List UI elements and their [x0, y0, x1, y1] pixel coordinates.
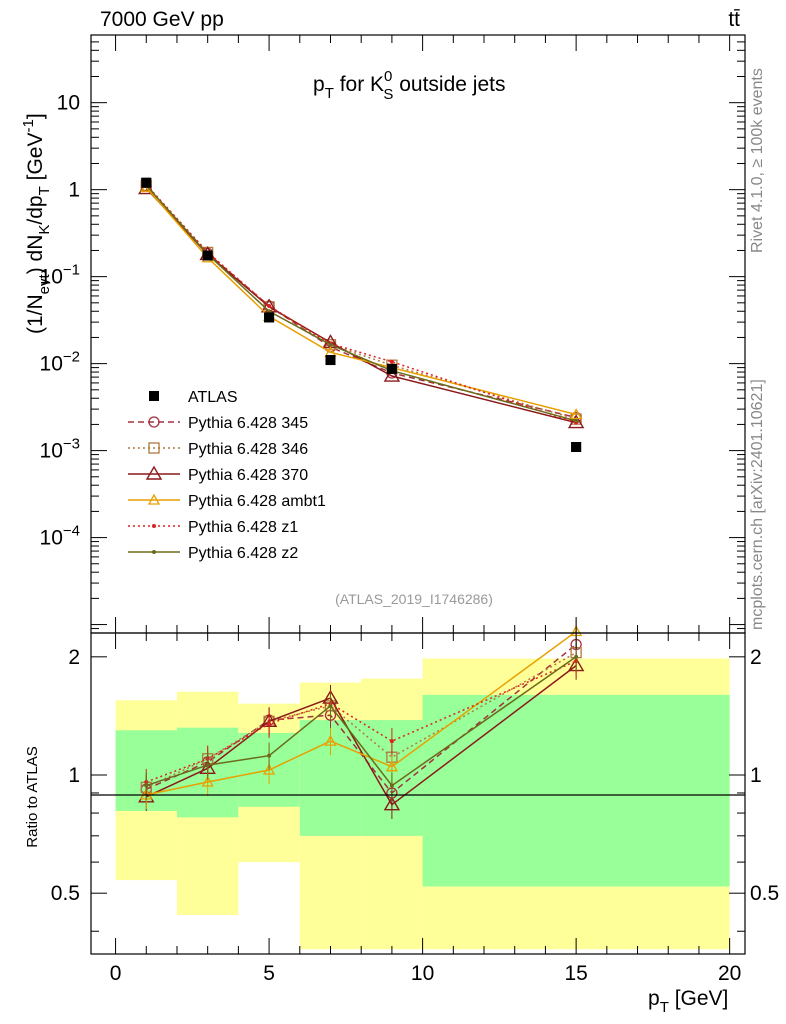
series-line	[145, 187, 577, 424]
y-tick-label: 1	[68, 179, 80, 202]
ratio-data-point	[267, 753, 272, 758]
ratio-data-point	[385, 760, 399, 772]
main-plot-frame	[90, 34, 746, 634]
legend-marker	[148, 442, 160, 454]
y-tick-label: 10−1	[40, 262, 80, 289]
ratio-series-line	[145, 665, 577, 806]
legend-label: Pythia 6.428 z1	[188, 519, 298, 536]
x-tick-label: 20	[718, 962, 741, 985]
data-point	[574, 418, 579, 423]
legend-label: Pythia 6.428 ambt1	[188, 493, 326, 510]
ratio-uncertainty-bands	[115, 658, 730, 950]
ratio-y-tick-label: 0.5	[51, 882, 80, 905]
x-tick-label: 15	[564, 962, 587, 985]
ratio-y-axis-label: Ratio to ATLAS	[24, 746, 41, 847]
series-line	[145, 187, 577, 416]
plot-title: pT for K0 S outside jets	[313, 68, 505, 103]
data-point-atlas	[264, 312, 275, 323]
x-tick-label: 5	[263, 962, 275, 985]
legend-label: Pythia 6.428 346	[188, 441, 308, 458]
legend-marker	[145, 465, 163, 480]
main-plot-series	[138, 177, 585, 453]
data-point-atlas	[571, 442, 582, 453]
ratio-series-line	[146, 656, 577, 787]
ratio-data-point	[383, 796, 401, 811]
legend-label: Pythia 6.428 345	[188, 415, 308, 432]
y-tick-label: 10−3	[40, 436, 80, 463]
legend-label: Pythia 6.428 370	[188, 467, 308, 484]
mcplots-source-label: mcplots.cern.ch [arXiv:2401.10621]	[749, 379, 766, 630]
x-tick-label: 0	[110, 962, 122, 985]
ratio-y-tick-label: 2	[68, 646, 80, 669]
legend-marker	[147, 493, 161, 505]
ratio-series-line	[145, 651, 577, 789]
ratio-y-tick-label: 1	[750, 764, 762, 787]
ratio-y-tick-label: 1	[68, 764, 80, 787]
data-point	[389, 359, 394, 364]
ratio-y-tick-label: 2	[750, 646, 762, 669]
y-tick-label: 10	[57, 92, 80, 115]
ratio-series-line	[146, 660, 577, 783]
data-point-atlas	[386, 363, 397, 374]
ratio-y-tick-label: 0.5	[750, 882, 779, 905]
ratio-plot-frame	[90, 632, 746, 955]
data-point-atlas	[202, 250, 213, 261]
data-point	[267, 309, 272, 314]
data-point	[267, 303, 272, 308]
legend-marker	[148, 416, 160, 428]
process-label: tt̄	[728, 8, 740, 31]
data-point	[570, 408, 583, 420]
inner-band-bin	[422, 694, 730, 887]
ratio-plot-series	[138, 618, 585, 819]
data-point	[328, 342, 333, 347]
rivet-version-label: Rivet 4.1.0, ≥ 100k events	[749, 68, 766, 253]
ratio-data-point	[267, 721, 272, 726]
ratio-data-point	[574, 654, 579, 659]
series-line	[145, 185, 577, 419]
legend-marker	[152, 524, 156, 528]
ratio-data-point	[324, 734, 337, 746]
ratio-data-point	[144, 783, 149, 788]
series-line	[145, 184, 577, 422]
legend: ATLAS Pythia 6.428 345 Pythia 6.428 346 Pyt…	[128, 389, 326, 562]
data-point-atlas	[141, 177, 152, 188]
ratio-data-point	[389, 739, 394, 744]
ratio-data-point	[328, 703, 333, 708]
legend-marker	[152, 550, 156, 554]
y-tick-label: 10−2	[40, 349, 80, 376]
legend-label: ATLAS	[188, 389, 238, 406]
ratio-plot-ticks: 0 5 10 15 20 0.5 0.5 1 1 2 2	[51, 633, 779, 985]
y-tick-label: 10−4	[40, 523, 80, 550]
collision-energy-label: 7000 GeV pp	[100, 8, 224, 31]
ratio-data-point	[389, 783, 394, 788]
ratio-series-line	[146, 630, 577, 796]
data-point	[567, 414, 585, 429]
analysis-id-label: (ATLAS_2019_I1746286)	[335, 591, 493, 607]
x-axis-label: pT [GeV]	[648, 987, 728, 1016]
data-point-atlas	[325, 355, 336, 366]
ratio-data-point	[201, 775, 214, 787]
main-y-axis-label: (1/Nevt) dNK/dpT [GeV-1]	[20, 113, 53, 334]
ratio-data-point	[262, 763, 276, 775]
x-tick-label: 10	[411, 962, 434, 985]
series-line	[145, 184, 577, 424]
series-line	[145, 184, 577, 420]
legend-label: Pythia 6.428 z2	[188, 545, 298, 562]
data-point	[383, 367, 401, 382]
ratio-series-line	[145, 643, 577, 795]
legend-marker	[149, 391, 159, 401]
main-plot-ticks: 10 1 10−1 10−2 10−3 10−4	[40, 34, 745, 634]
ratio-data-point	[205, 763, 210, 768]
